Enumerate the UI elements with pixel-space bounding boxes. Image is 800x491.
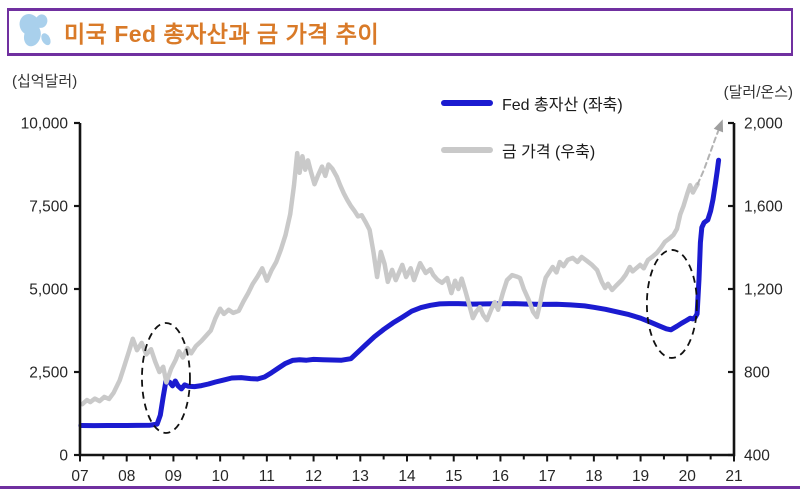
x-axis-tick-label: 21 <box>725 468 742 485</box>
x-axis-tick-label: 18 <box>585 468 602 485</box>
chart-legend: Fed 총자산 (좌축) 금 가격 (우축) <box>441 95 623 189</box>
left-axis-tick-label: 0 <box>59 448 68 465</box>
x-axis-tick-label: 08 <box>118 468 135 485</box>
left-axis-tick-label: 10,000 <box>21 116 69 133</box>
highlight-ellipse <box>645 249 698 359</box>
x-axis-tick-label: 15 <box>445 468 462 485</box>
bottom-border-rule <box>0 486 800 489</box>
left-axis-tick-label: 2,500 <box>29 365 68 382</box>
right-axis-tick-label: 400 <box>744 448 770 465</box>
legend-item-gold: 금 가격 (우축) <box>441 142 623 161</box>
page-title: 미국 Fed 총자산과 금 가격 추이 <box>64 21 380 47</box>
x-axis-tick-label: 10 <box>212 468 230 485</box>
fed-total-assets-line <box>78 157 722 429</box>
x-axis-tick-label: 11 <box>259 468 275 485</box>
legend-item-fed: Fed 총자산 (좌축) <box>441 95 623 114</box>
report-logo-icon <box>19 14 51 47</box>
legend-label-fed: Fed 총자산 (좌축) <box>502 97 623 114</box>
title-bar: 미국 Fed 총자산과 금 가격 추이 <box>7 8 793 56</box>
x-axis-tick-label: 14 <box>398 468 416 485</box>
left-axis-unit-label: (십억달러) <box>12 73 78 90</box>
x-axis-tick-label: 16 <box>492 468 509 485</box>
left-axis-tick-label: 5,000 <box>29 282 68 299</box>
right-axis-tick-label: 2,000 <box>744 116 783 133</box>
x-axis-tick-label: 19 <box>632 468 649 485</box>
gold-projection-line <box>696 123 722 186</box>
right-axis-tick-label: 1,200 <box>744 282 783 299</box>
x-axis-tick-label: 20 <box>679 468 697 485</box>
x-axis-tick-label: 12 <box>305 468 322 485</box>
right-axis-unit-label: (달러/온스) <box>723 84 793 101</box>
right-axis-tick-label: 800 <box>744 365 770 382</box>
x-axis-tick-label: 13 <box>352 468 369 485</box>
axis-frame <box>78 123 736 457</box>
right-axis-tick-label: 1,600 <box>744 199 783 216</box>
gold-line-swatch <box>441 147 493 153</box>
x-axis-tick-label: 07 <box>71 468 88 485</box>
fed-line-swatch <box>441 100 493 106</box>
highlight-ellipse <box>141 322 191 434</box>
projection-arrowhead-icon <box>713 119 724 133</box>
x-axis-tick-label: 17 <box>539 468 556 485</box>
left-axis-tick-label: 7,500 <box>29 199 68 216</box>
x-axis-tick-label: 09 <box>165 468 182 485</box>
gold-price-line <box>80 150 700 407</box>
legend-label-gold: 금 가격 (우축) <box>502 144 596 161</box>
